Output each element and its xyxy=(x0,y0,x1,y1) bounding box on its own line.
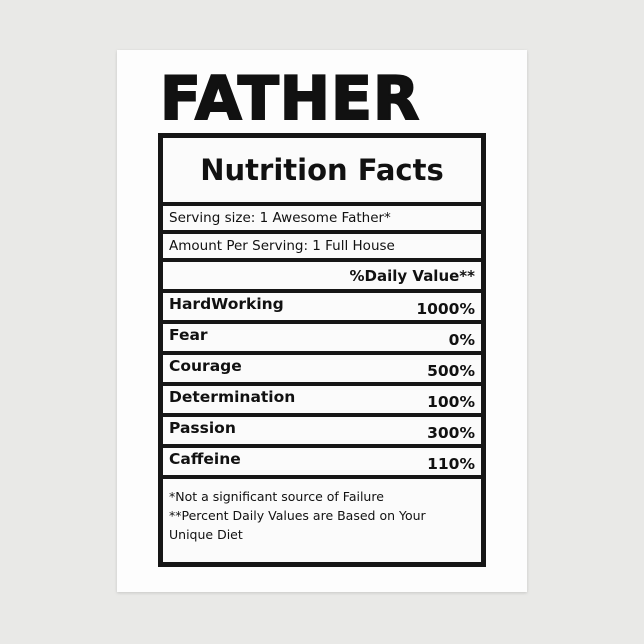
nutrient-value: 500% xyxy=(427,362,475,380)
footnote: **Percent Daily Values are Based on Your xyxy=(169,508,426,523)
nutrient-row: Passion 300% xyxy=(163,417,481,444)
serving-size: Serving size: 1 Awesome Father* xyxy=(163,206,481,230)
father-title: FATHER xyxy=(159,64,421,134)
nutrient-value: 110% xyxy=(427,455,475,473)
daily-value-header: %Daily Value** xyxy=(163,262,481,289)
nutrient-value: 300% xyxy=(427,424,475,442)
amount-per-serving: Amount Per Serving: 1 Full House xyxy=(163,234,481,258)
nutrient-label: HardWorking xyxy=(169,295,284,313)
nutrient-row: Fear 0% xyxy=(163,324,481,351)
nutrient-row: Caffeine 110% xyxy=(163,448,481,475)
footnote: Unique Diet xyxy=(169,527,243,542)
nutrient-row: Determination 100% xyxy=(163,386,481,413)
nutrient-row: Courage 500% xyxy=(163,355,481,382)
nutrition-label: Nutrition Facts Serving size: 1 Awesome … xyxy=(158,133,486,567)
footnotes: *Not a significant source of Failure **P… xyxy=(163,479,481,562)
nutrient-value: 100% xyxy=(427,393,475,411)
nutrient-label: Caffeine xyxy=(169,450,241,468)
nutrition-facts-heading: Nutrition Facts xyxy=(163,138,481,202)
nutrient-value: 0% xyxy=(448,331,475,349)
nutrient-row: HardWorking 1000% xyxy=(163,293,481,320)
footnote: *Not a significant source of Failure xyxy=(169,489,384,504)
nutrient-label: Passion xyxy=(169,419,236,437)
nutrient-label: Fear xyxy=(169,326,208,344)
nutrient-label: Courage xyxy=(169,357,242,375)
nutrient-label: Determination xyxy=(169,388,296,406)
nutrient-value: 1000% xyxy=(416,300,475,318)
